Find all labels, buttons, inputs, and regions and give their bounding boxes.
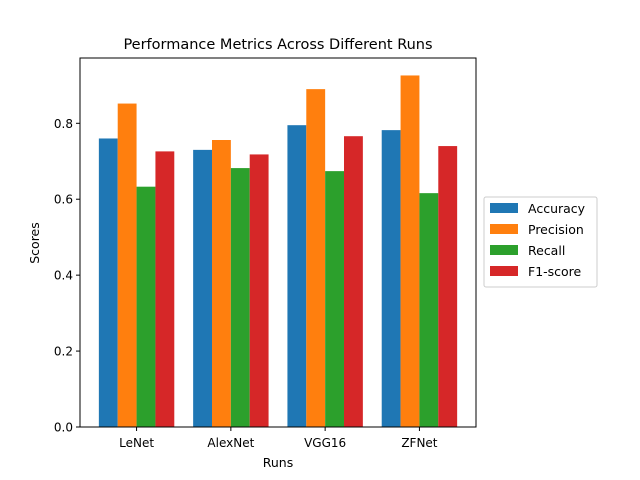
bar-accuracy-zfnet [381,130,401,427]
legend-label-accuracy: Accuracy [528,201,586,216]
legend-swatch-f1-score [490,266,518,276]
y-tick-label: 0.0 [54,421,73,435]
plot-frame [79,57,477,428]
x-tick-label: VGG16 [304,436,346,450]
x-tick-label: LeNet [119,436,154,450]
x-axis-label: Runs [263,455,293,470]
legend-swatch-recall [490,245,518,255]
y-axis-ticks: 0.0 0.2 0.4 0.6 0.8 [54,117,80,435]
bar-precision-lenet [117,103,137,427]
bar-recall-alexnet [230,168,250,427]
bar-f1-score-alexnet [249,154,269,427]
y-tick-label: 0.8 [54,117,73,131]
x-axis-ticks: LeNet AlexNet VGG16 ZFNet [119,427,438,450]
bar-precision-alexnet [212,140,231,427]
bar-precision-vgg16 [306,89,326,427]
legend-swatch-precision [490,224,518,234]
bar-precision-zfnet [400,75,420,428]
bar-accuracy-lenet [98,138,118,428]
bar-accuracy-alexnet [193,149,212,427]
y-tick-label: 0.6 [54,193,73,207]
y-tick-label: 0.4 [54,269,73,283]
bar-accuracy-vgg16 [287,125,307,427]
bar-f1-score-zfnet [438,146,458,427]
bar-f1-score-lenet [155,151,175,427]
legend: Accuracy Precision Recall F1-score [483,196,598,288]
y-axis-label: Scores [27,222,42,264]
legend-label-f1-score: F1-score [528,264,582,279]
x-tick-label: AlexNet [207,436,254,450]
bar-f1-score-vgg16 [344,136,363,427]
bar-recall-vgg16 [325,171,344,427]
legend-frame [483,196,598,288]
legend-label-recall: Recall [528,243,565,258]
y-tick-label: 0.2 [54,345,73,359]
x-tick-label: ZFNet [401,436,437,450]
bar-recall-zfnet [419,193,439,427]
chart-title: Performance Metrics Across Different Run… [123,37,432,53]
legend-label-precision: Precision [528,222,584,237]
bar-recall-lenet [136,186,156,427]
legend-swatch-accuracy [490,203,518,213]
bars-group [98,75,458,428]
